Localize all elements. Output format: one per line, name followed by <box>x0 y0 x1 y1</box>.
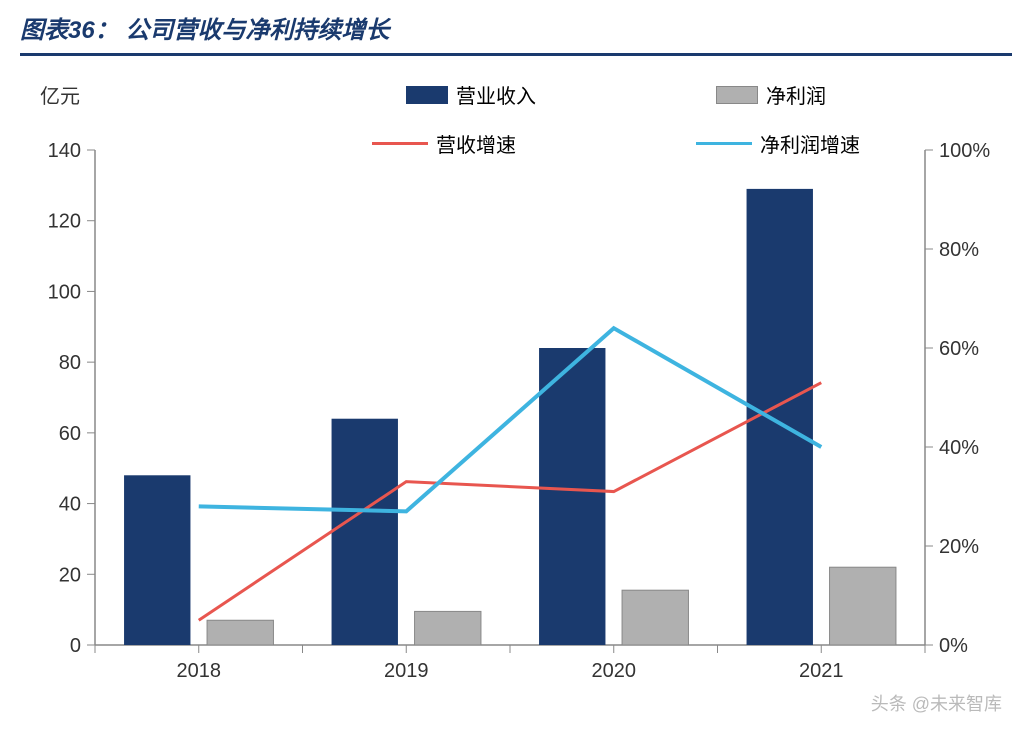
svg-text:2019: 2019 <box>384 660 429 682</box>
svg-text:2020: 2020 <box>592 660 637 682</box>
svg-text:20: 20 <box>59 564 81 586</box>
svg-text:40: 40 <box>59 494 81 516</box>
svg-text:100%: 100% <box>939 140 990 162</box>
profit_growth-line <box>199 328 822 511</box>
svg-text:2021: 2021 <box>799 660 844 682</box>
chart-svg: 0 20 40 60 80 100 120 140 0% 20% 40% 60% 80% 100% 2018… <box>0 0 1032 746</box>
svg-text:60: 60 <box>59 423 81 445</box>
svg-text:40%: 40% <box>939 437 979 459</box>
svg-text:20%: 20% <box>939 536 979 558</box>
chart-container: 图表36： 公司营收与净利持续增长 亿元 营业收入 净利润 营收增速 净利润增速 <box>0 0 1032 746</box>
net_profit-bar <box>207 620 273 645</box>
svg-text:120: 120 <box>48 211 81 233</box>
revenue-bar <box>539 348 605 645</box>
svg-text:0: 0 <box>70 635 81 657</box>
net_profit-bar <box>622 590 688 645</box>
revenue-bar <box>332 419 398 645</box>
svg-text:2018: 2018 <box>177 660 222 682</box>
svg-text:60%: 60% <box>939 338 979 360</box>
svg-text:140: 140 <box>48 140 81 162</box>
net_profit-bar <box>830 567 896 645</box>
revenue-bar <box>124 475 190 645</box>
watermark: 头条 @未来智库 <box>871 690 1002 716</box>
svg-text:0%: 0% <box>939 635 968 657</box>
svg-text:80%: 80% <box>939 239 979 261</box>
svg-text:100: 100 <box>48 281 81 303</box>
net_profit-bar <box>415 611 481 645</box>
svg-text:80: 80 <box>59 352 81 374</box>
